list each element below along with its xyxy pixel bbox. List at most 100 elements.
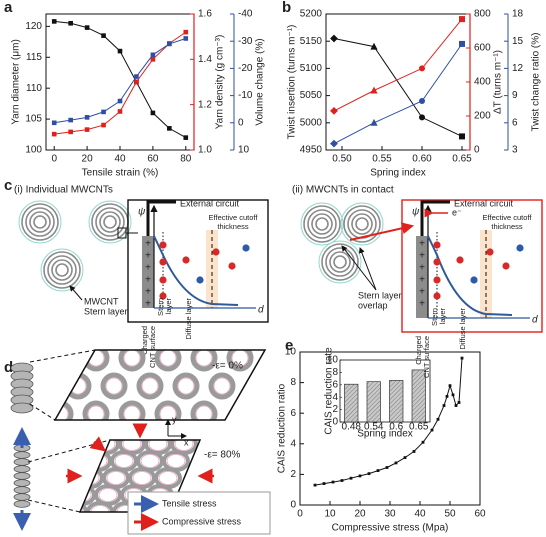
point (370, 86, 378, 94)
electron-label: e⁻ (452, 207, 462, 217)
stern-shell (340, 202, 384, 246)
point (442, 404, 446, 407)
ion (516, 244, 524, 252)
ring-inner (114, 454, 134, 468)
ring-inner (80, 440, 90, 451)
coil-turn (13, 500, 31, 508)
ring (154, 400, 182, 420)
point (436, 417, 440, 421)
plus-sign: + (145, 239, 151, 250)
ion (159, 258, 167, 266)
ring-inner (174, 440, 194, 451)
ring (55, 372, 56, 400)
y2-tick-label: 0 (474, 145, 480, 156)
zoom-line (29, 349, 96, 363)
point (445, 394, 449, 398)
ring (86, 501, 114, 512)
ion (456, 256, 464, 264)
point (460, 356, 464, 360)
point (459, 16, 465, 23)
x-tick-label: 30 (384, 509, 396, 520)
point (51, 131, 57, 137)
pointer (358, 247, 377, 291)
point (150, 52, 156, 58)
point (370, 118, 378, 126)
cnt-wall (21, 203, 59, 241)
legend-label: Tensile stress (162, 498, 217, 508)
panel-label: d (4, 359, 13, 376)
plus-sign: + (145, 263, 151, 274)
coil-turn (13, 486, 31, 494)
panel-label: c (4, 177, 12, 194)
point (459, 40, 465, 47)
charged-label: CNT surface (422, 336, 431, 378)
stern-shell (318, 240, 362, 284)
y-tick-label: 0 (290, 500, 296, 511)
point (330, 107, 338, 115)
x-tick-label: 40 (114, 154, 126, 165)
cutoff-label: thickness (491, 222, 523, 231)
plus-sign: + (145, 299, 151, 310)
charged-surface (142, 236, 154, 308)
point (430, 428, 434, 432)
coil-turn (13, 458, 31, 466)
ion (433, 276, 441, 284)
point (51, 19, 57, 24)
y-tick-label: 5000 (300, 117, 323, 128)
ring-inner (148, 440, 168, 451)
y-tick-label: 110 (26, 83, 42, 94)
y2-tick-label: 1.2 (198, 99, 212, 110)
ion (159, 292, 167, 300)
x-tick-label: 0.6 (389, 422, 403, 433)
zoom-line (29, 403, 56, 421)
y3-axis-title: Twist change ratio (%) (531, 33, 542, 132)
plus-sign: + (419, 239, 425, 250)
point (412, 450, 416, 453)
y2-axis-title: Yarn density (g cm⁻³) (215, 35, 226, 130)
ion (159, 276, 167, 284)
plus-sign: + (419, 275, 425, 286)
x-tick-label: 0 (51, 154, 57, 165)
ring-inner (47, 489, 65, 502)
zoom-line (27, 439, 111, 463)
ring (112, 501, 140, 512)
series-line (333, 43, 463, 145)
point (451, 393, 455, 397)
y3-tick-label: -30 (238, 36, 253, 47)
ion (212, 248, 220, 256)
point (101, 109, 106, 115)
ring (118, 350, 146, 372)
y2-axis-title: ΔT (turns m⁻¹) (493, 50, 504, 114)
ion (182, 256, 190, 264)
ring-inner (159, 405, 177, 420)
ion (433, 292, 441, 300)
x-axis-title: Tensile strain (%) (82, 168, 159, 179)
circuit-label: External circuit (180, 198, 240, 208)
ring (190, 350, 218, 372)
ion (502, 262, 510, 270)
ring (80, 450, 86, 472)
x-tick-label: 80 (180, 154, 192, 165)
point (68, 117, 73, 123)
y-tick-label: 4950 (300, 145, 323, 156)
y-tick-label: 100 (25, 145, 42, 156)
y-tick-label: 4 (290, 438, 296, 449)
point (403, 456, 407, 459)
point (459, 133, 465, 140)
y2-tick-label: 200 (474, 111, 491, 122)
ring-inner (231, 350, 249, 367)
x-tick-label: 0.50 (332, 154, 352, 165)
y-tick-label: 5050 (300, 90, 323, 101)
cnt-wall (329, 251, 351, 273)
y-tick-label: 10 (327, 355, 339, 366)
point (117, 98, 123, 104)
point (331, 480, 335, 484)
series-line (333, 18, 463, 112)
ion (486, 248, 494, 256)
point (367, 472, 371, 476)
cnt-wall (355, 217, 369, 231)
legend-label: Compressive stress (162, 516, 242, 526)
x-tick-label: 0 (297, 509, 303, 520)
coil-turn (10, 402, 34, 414)
ring (80, 467, 104, 489)
